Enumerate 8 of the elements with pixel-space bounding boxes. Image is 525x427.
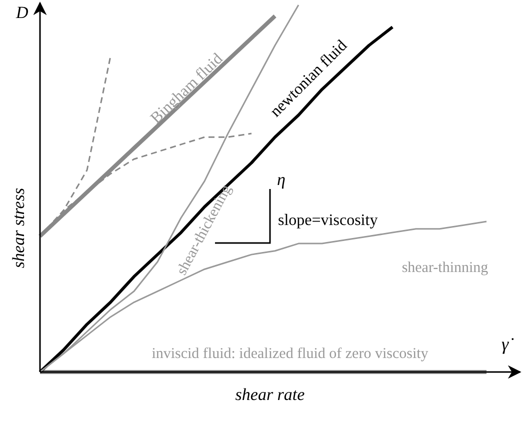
x-axis-title: shear rate [235,385,306,404]
series-label: inviscid fluid: idealized fluid of zero viscosity [152,346,429,362]
annotation: slope=viscosity [278,212,378,229]
annotation: γ̇ [501,334,515,354]
series-label: shear-thinning [402,260,489,276]
text: D [15,3,29,22]
y-axis-title: shear stress [9,188,28,268]
annotation: η [277,170,286,189]
